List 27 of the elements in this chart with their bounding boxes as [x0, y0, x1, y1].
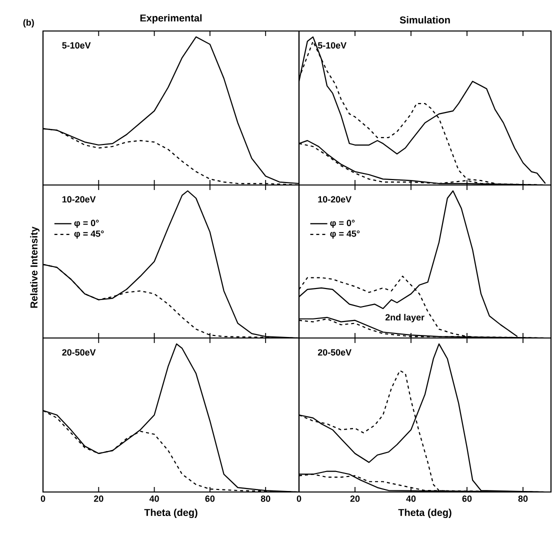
text: (b) — [23, 19, 34, 28]
x-axis-title: Theta (deg) — [144, 508, 198, 518]
x-axis-title: Theta (deg) — [398, 508, 452, 518]
x-tick-label: 20 — [350, 496, 360, 502]
legend-label: φ = 0° — [74, 220, 99, 228]
chart-title: Experimental — [140, 14, 202, 24]
annotation: 2nd layer — [385, 314, 424, 322]
annotation: 5-10eV — [62, 42, 91, 49]
y-axis-title: Relative Intensity — [30, 226, 40, 308]
x-tick-label: 80 — [260, 496, 270, 502]
legend-label: φ = 45° — [74, 230, 104, 239]
legend-label: φ = 45° — [330, 230, 360, 239]
x-tick-label: 40 — [406, 496, 416, 502]
x-tick-label: 60 — [205, 496, 215, 502]
x-tick-label: 60 — [462, 496, 472, 502]
x-tick-label: 0 — [296, 496, 302, 502]
annotation: 10-20eV — [62, 196, 96, 203]
annotation: 20-50eV — [62, 349, 96, 356]
annotation: 5-10eV — [318, 42, 346, 49]
x-tick-label: 0 — [40, 496, 46, 502]
legend-label: φ = 0° — [330, 220, 355, 228]
annotation: 10-20eV — [318, 196, 352, 203]
x-tick-label: 40 — [149, 496, 159, 502]
x-tick-label: 80 — [518, 496, 528, 502]
chart-title: Simulation — [400, 16, 450, 24]
x-tick-label: 20 — [94, 496, 104, 502]
annotation: 20-50eV — [318, 349, 352, 356]
